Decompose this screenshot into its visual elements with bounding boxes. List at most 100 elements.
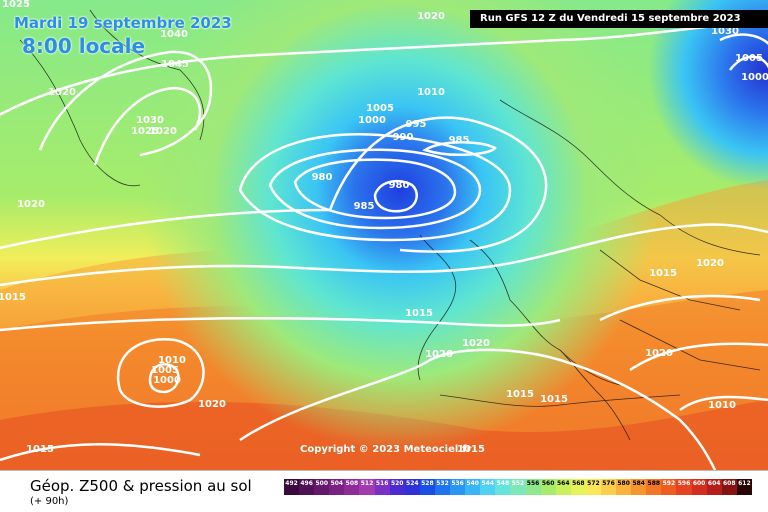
scale-value: 600 bbox=[692, 480, 706, 487]
isobar-label: 980 bbox=[312, 172, 333, 183]
scale-value: 608 bbox=[723, 480, 736, 487]
scale-value: 564 bbox=[556, 480, 570, 487]
isobar-label: 990 bbox=[393, 132, 414, 143]
scale-value: 572 bbox=[587, 480, 600, 487]
isobar-label: 1015 bbox=[405, 308, 433, 319]
scale-value: 500 bbox=[315, 480, 328, 487]
forecast-lead-time: (+ 90h) bbox=[30, 496, 69, 507]
scale-cell: 544 bbox=[480, 479, 496, 495]
isobar-label: 985 bbox=[449, 135, 470, 146]
scale-cell: 492 bbox=[284, 479, 300, 495]
scale-value: 576 bbox=[602, 480, 615, 487]
scale-cell: 580 bbox=[616, 479, 632, 495]
scale-cell: 528 bbox=[419, 479, 435, 495]
scale-cell: 496 bbox=[299, 479, 315, 495]
isobar-label: 1015 bbox=[649, 268, 677, 279]
scale-value: 584 bbox=[632, 480, 645, 487]
scale-cell: 524 bbox=[404, 479, 420, 495]
scale-cell: 552 bbox=[510, 479, 526, 495]
isobar-label: 1020 bbox=[17, 199, 45, 210]
isobar-label: 1015 bbox=[540, 394, 568, 405]
scale-cell: 540 bbox=[465, 479, 481, 495]
isobar-label: 1020 bbox=[645, 348, 673, 359]
scale-cell: 512 bbox=[359, 479, 375, 495]
scale-cell: 608 bbox=[721, 479, 737, 495]
scale-cell: 600 bbox=[691, 479, 707, 495]
scale-cell: 584 bbox=[631, 479, 647, 495]
isobar-label: 1020 bbox=[462, 338, 490, 349]
isobar-label: 1040 bbox=[160, 29, 188, 40]
isobar-label: 1045 bbox=[161, 59, 189, 70]
isobar-label: 1000 bbox=[741, 72, 768, 83]
isobar-label: 1015 bbox=[0, 292, 26, 303]
isobar-label: 1000 bbox=[153, 375, 181, 386]
scale-value: 532 bbox=[436, 480, 449, 487]
scale-value: 512 bbox=[360, 480, 374, 487]
scale-value: 568 bbox=[572, 480, 585, 487]
isobar-label: 1020 bbox=[198, 399, 226, 410]
forecast-time: 8:00 locale bbox=[22, 34, 146, 58]
map-title: Géop. Z500 & pression au sol bbox=[30, 477, 252, 495]
scale-value: 580 bbox=[617, 480, 630, 487]
scale-value: 592 bbox=[662, 480, 676, 487]
model-run-info: Run GFS 12 Z du Vendredi 15 septembre 20… bbox=[470, 10, 768, 28]
isobar-label: 1010 bbox=[708, 400, 736, 411]
isobar-label: 1020 bbox=[696, 258, 724, 269]
isobar-label: 1030 bbox=[136, 115, 164, 126]
scale-value: 524 bbox=[406, 480, 419, 487]
scale-value: 556 bbox=[526, 480, 540, 487]
copyright-text: Copyright © 2023 Meteociel.fr bbox=[300, 444, 472, 455]
scale-cell: 536 bbox=[450, 479, 466, 495]
isobar-label: 1015 bbox=[26, 444, 54, 455]
isobar-label: 980 bbox=[389, 180, 410, 191]
scale-value: 536 bbox=[451, 480, 464, 487]
scale-value: 508 bbox=[345, 480, 359, 487]
scale-value: 596 bbox=[677, 480, 691, 487]
scale-cell: 568 bbox=[570, 479, 586, 495]
isobar-label: 1005 bbox=[735, 53, 763, 64]
scale-cell: 560 bbox=[540, 479, 556, 495]
scale-value: 516 bbox=[375, 480, 389, 487]
scale-cell: 504 bbox=[329, 479, 345, 495]
scale-cell: 556 bbox=[525, 479, 541, 495]
scale-value: 552 bbox=[511, 480, 525, 487]
legend-footer: Géop. Z500 & pression au sol (+ 90h) 492… bbox=[0, 470, 768, 512]
isobars bbox=[0, 19, 768, 470]
isobar-label: 1020 bbox=[149, 126, 177, 137]
scale-value: 496 bbox=[300, 480, 313, 487]
scale-cell: 508 bbox=[344, 479, 360, 495]
scale-cell: 572 bbox=[585, 479, 601, 495]
scale-cell: 520 bbox=[389, 479, 405, 495]
isobar-label: 1015 bbox=[457, 444, 485, 455]
isobar-label: 1025 bbox=[2, 0, 30, 10]
scale-value: 560 bbox=[541, 480, 555, 487]
scale-value: 544 bbox=[481, 480, 495, 487]
coastlines bbox=[19, 9, 761, 441]
isobar-label: 1005 bbox=[151, 365, 179, 376]
scale-cell: 592 bbox=[661, 479, 677, 495]
scale-value: 540 bbox=[466, 480, 479, 487]
scale-value: 548 bbox=[496, 480, 510, 487]
scale-value: 520 bbox=[390, 480, 404, 487]
isobar-label: 985 bbox=[354, 201, 375, 212]
scale-cell: 564 bbox=[555, 479, 571, 495]
scale-cell: 516 bbox=[374, 479, 390, 495]
scale-value: 504 bbox=[330, 480, 344, 487]
isobar-label: 1030 bbox=[711, 26, 739, 37]
isobar-label: 1000 bbox=[358, 115, 386, 126]
scale-cell: 588 bbox=[646, 479, 662, 495]
scale-cell: 604 bbox=[706, 479, 722, 495]
scale-cell: 612 bbox=[736, 479, 752, 495]
forecast-date: Mardi 19 septembre 2023 bbox=[14, 14, 232, 32]
scale-value: 588 bbox=[647, 480, 661, 487]
isobar-label: 1010 bbox=[417, 87, 445, 98]
scale-value: 604 bbox=[707, 480, 721, 487]
scale-cell: 532 bbox=[434, 479, 451, 495]
isobar-label: 1015 bbox=[506, 389, 534, 400]
scale-cell: 576 bbox=[600, 479, 617, 495]
scale-cell: 548 bbox=[495, 479, 511, 495]
scale-value: 492 bbox=[285, 480, 298, 487]
color-scale: 492 496 500 504 508 512 516 520 524 528 532 536 540 5… bbox=[284, 479, 752, 495]
